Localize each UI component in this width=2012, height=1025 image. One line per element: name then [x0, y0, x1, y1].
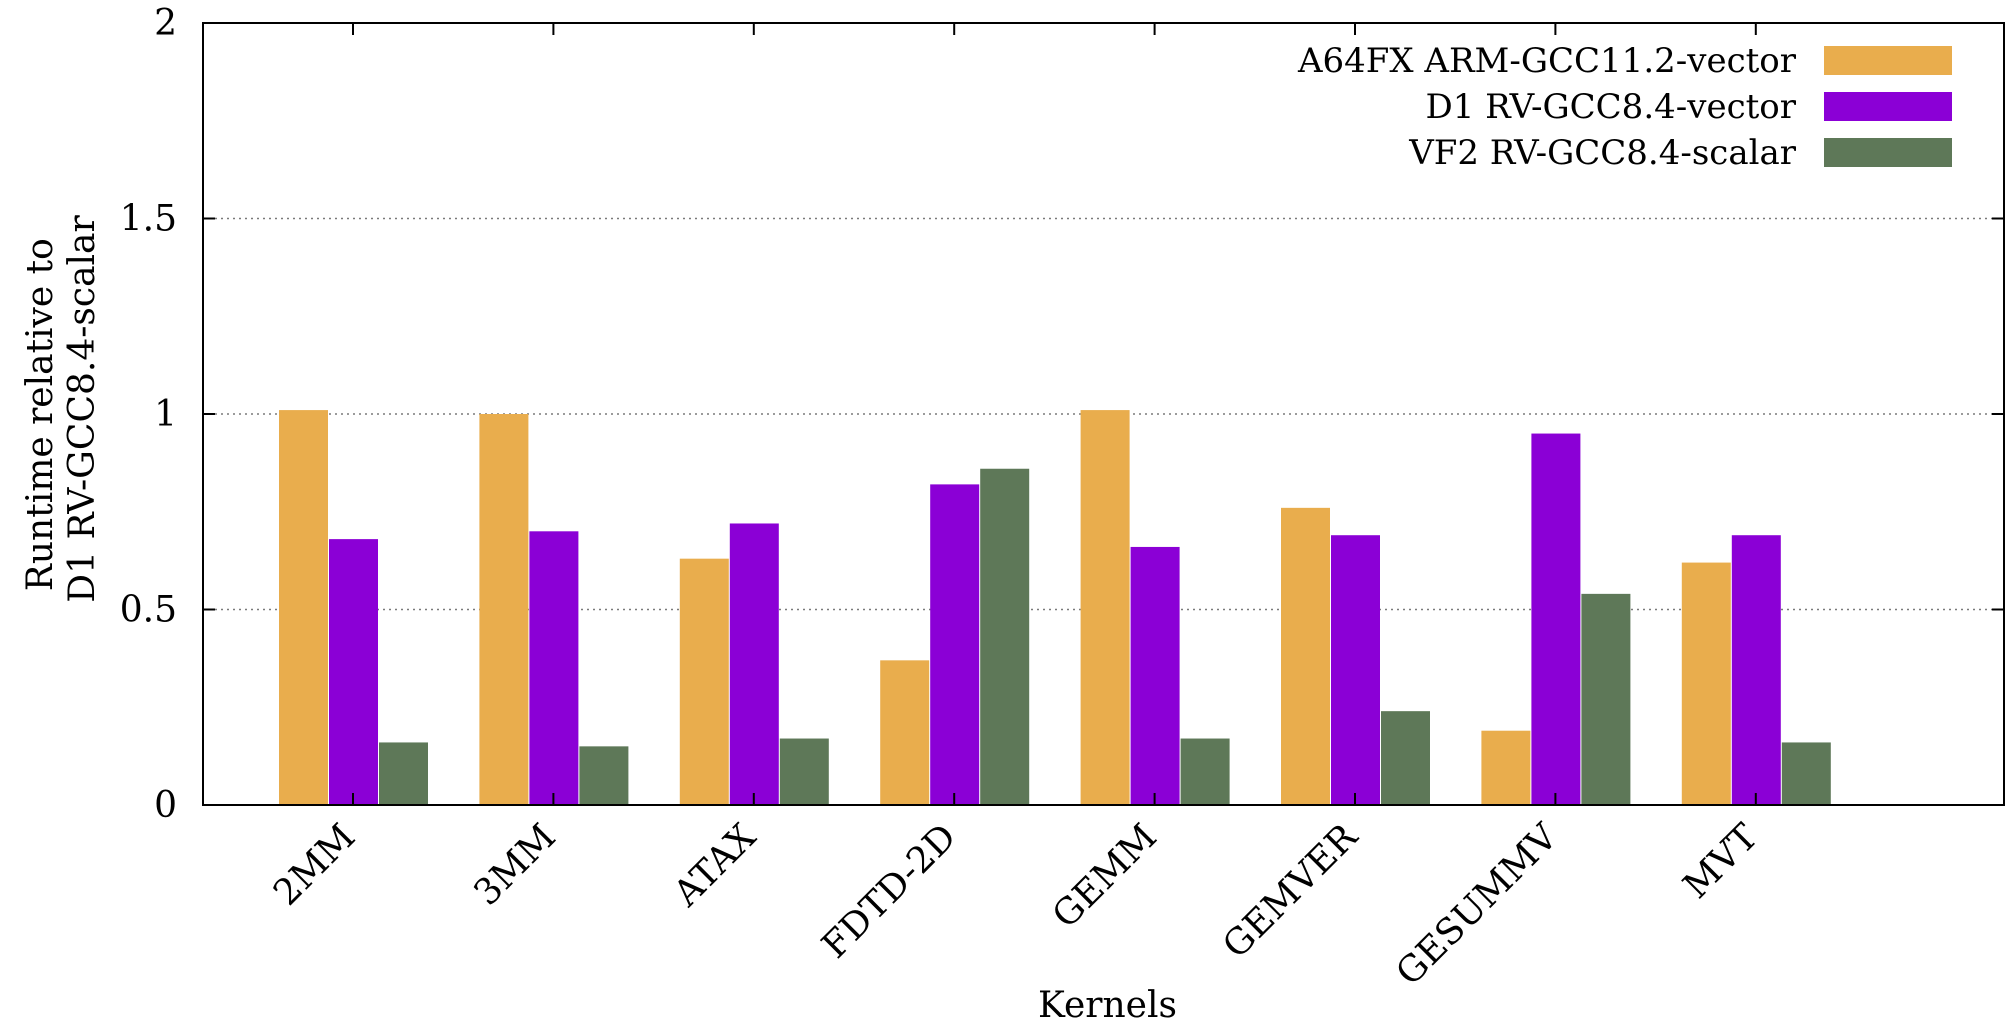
legend-label: A64FX ARM-GCC11.2-vector	[1297, 41, 1797, 81]
bar	[1281, 507, 1330, 805]
y-tick-label: 2	[154, 3, 177, 44]
y-tick-label: 0.5	[120, 590, 177, 631]
y-axis-title-line-1: Runtime relative to	[20, 238, 61, 591]
bar	[329, 539, 378, 805]
bar	[379, 742, 428, 805]
bar	[930, 484, 980, 805]
y-tick-label: 0	[154, 785, 177, 826]
bar	[1180, 738, 1230, 805]
bar	[679, 558, 729, 805]
x-tick-label: GESUMMV	[1388, 816, 1566, 994]
bar	[1781, 742, 1831, 805]
bar	[279, 410, 328, 805]
bar	[1080, 410, 1130, 805]
x-tick-label: GEMVER	[1215, 816, 1366, 967]
x-tick-label: MVT	[1676, 816, 1766, 906]
bar	[1331, 535, 1380, 805]
x-tick-label: 2MM	[266, 816, 363, 913]
bar	[1130, 546, 1180, 805]
y-axis-ticks: 0 0.5 1 1.5 2	[120, 3, 2004, 826]
bar	[880, 660, 930, 805]
legend-label: D1 RV-GCC8.4-vector	[1425, 87, 1796, 127]
bar	[479, 414, 529, 805]
x-axis-title: Kernels	[1038, 985, 1177, 1025]
bar	[579, 746, 629, 805]
bar	[529, 531, 579, 805]
legend-swatch	[1824, 46, 1952, 75]
legend-label: VF2 RV-GCC8.4-scalar	[1408, 133, 1797, 173]
legend-swatch	[1824, 92, 1952, 121]
bar	[1731, 535, 1781, 805]
legend: A64FX ARM-GCC11.2-vector D1 RV-GCC8.4-vec…	[1297, 41, 1952, 173]
bar	[980, 468, 1030, 805]
bars	[279, 410, 1831, 805]
bar	[1581, 593, 1631, 805]
bar	[1381, 711, 1430, 805]
x-tick-label: 3MM	[466, 816, 563, 913]
y-tick-label: 1.5	[120, 199, 177, 240]
y-axis-title-line-2: D1 RV-GCC8.4-scalar	[62, 214, 103, 602]
bar	[1481, 730, 1531, 805]
bar	[1681, 562, 1731, 805]
bar	[779, 738, 829, 805]
y-tick-label: 1	[154, 394, 177, 435]
bar	[729, 523, 779, 805]
bar	[1531, 433, 1581, 805]
x-tick-label: FDTD-2D	[814, 816, 964, 966]
x-tick-label: GEMM	[1045, 816, 1165, 936]
y-axis-title: Runtime relative to D1 RV-GCC8.4-scalar	[20, 214, 103, 602]
legend-swatch	[1824, 138, 1952, 167]
x-tick-label: ATAX	[665, 816, 764, 915]
